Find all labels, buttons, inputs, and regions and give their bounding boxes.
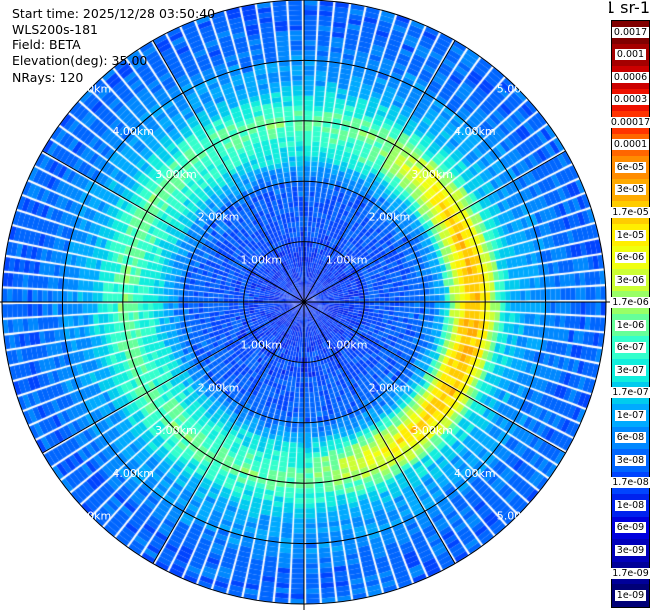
- azimuth-line: [42, 150, 305, 303]
- colorbar-tick-label: 0.0003: [611, 94, 650, 106]
- azimuth-line: [152, 301, 305, 564]
- colorbar-swatch: 0.0001: [611, 133, 650, 157]
- azimuth-line: [303, 40, 456, 303]
- range-ring-label: 4.00km: [112, 467, 154, 480]
- range-ring-label: 5.00km: [497, 82, 539, 95]
- colorbar-tick-label: 0.0017: [611, 26, 650, 38]
- colorbar-tick-label: 1e-06: [614, 319, 647, 331]
- colorbar-tick-label: 1.7e-05: [610, 207, 650, 219]
- range-ring-label: 5.00km: [497, 510, 539, 523]
- azimuth-line: [303, 150, 566, 303]
- colorbar-swatch: 6e-07: [612, 336, 649, 359]
- range-ring-label: 2.00km: [198, 381, 240, 394]
- field-label: Field: BETA: [12, 37, 81, 52]
- colorbar-tick-label: 1e-07: [614, 409, 647, 421]
- colorbar-tick-label: 0.0006: [611, 71, 650, 83]
- colorbar-swatch: 1.7e-09: [610, 561, 650, 585]
- colorbar: 0.0017 0.001 0.0006 0.0003 0.00017 0.0001 6e-0…: [608, 20, 650, 608]
- colorbar-swatch: 0.00017: [608, 111, 650, 134]
- colorbar-swatch: 3e-06: [612, 268, 649, 292]
- colorbar-swatch: 1e-09: [612, 584, 649, 607]
- range-ring-label: 3.00km: [155, 168, 197, 181]
- colorbar-tick-label: 0.001: [614, 49, 647, 61]
- colorbar-tick-label: 0.00017: [608, 116, 650, 128]
- colorbar-tick-label: 1.7e-09: [610, 567, 650, 579]
- colorbar-swatch: 1.7e-07: [610, 381, 650, 405]
- colorbar-tick-label: 1.7e-07: [610, 387, 650, 399]
- range-ring-label: 3.00km: [411, 168, 453, 181]
- colorbar-swatch: 0.0003: [611, 88, 650, 112]
- colorbar-swatch: 0.0017: [611, 21, 650, 44]
- colorbar-tick-label: 1e-09: [614, 590, 647, 602]
- colorbar-tick-label: 3e-09: [614, 544, 647, 556]
- range-ring-label: 4.00km: [454, 125, 496, 138]
- range-ring-label: 3.00km: [411, 424, 453, 437]
- colorbar-swatch: 1e-08: [612, 494, 649, 517]
- colorbar-swatch: 1e-05: [612, 223, 649, 247]
- colorbar-tick-label: 0.0001: [611, 139, 650, 151]
- azimuth-line: [152, 40, 305, 303]
- colorbar-swatch: 3e-05: [612, 178, 649, 202]
- colorbar-swatch: 3e-08: [612, 449, 649, 472]
- colorbar-title: m-1 sr-1: [609, 0, 650, 17]
- colorbar-tick-label: 1e-08: [614, 499, 647, 511]
- range-ring-label: 2.00km: [369, 211, 411, 224]
- colorbar-tick-label: 1e-05: [614, 229, 647, 241]
- colorbar-swatch: 6e-08: [612, 426, 649, 450]
- colorbar-swatch: 6e-09: [612, 516, 649, 540]
- azimuth-line: [303, 301, 456, 564]
- range-ring-label: 5.00km: [70, 82, 112, 95]
- colorbar-swatch: 1e-07: [612, 404, 649, 427]
- colorbar-tick-label: 1.7e-08: [610, 477, 650, 489]
- colorbar-swatch: 1e-06: [612, 313, 649, 337]
- colorbar-tick-label: 3e-05: [614, 184, 647, 196]
- start-time-label: Start time: 2025/12/28 03:50:40: [12, 6, 216, 21]
- colorbar-swatch: 6e-05: [612, 156, 649, 179]
- colorbar-swatch: 6e-06: [612, 246, 649, 269]
- colorbar-tick-label: 3e-08: [614, 454, 647, 466]
- colorbar-swatch: 1.7e-05: [610, 201, 650, 224]
- nrays-label: NRays: 120: [12, 70, 84, 85]
- colorbar-tick-label: 6e-05: [614, 161, 647, 173]
- colorbar-tick-label: 1.7e-06: [610, 297, 650, 309]
- instrument-label: WLS200s-181: [12, 22, 98, 37]
- colorbar-tick-label: 6e-08: [614, 432, 647, 444]
- range-ring-label: 1.00km: [241, 339, 283, 352]
- colorbar-tick-label: 6e-07: [614, 342, 647, 354]
- range-ring-label: 1.00km: [326, 339, 368, 352]
- range-ring-label: 2.00km: [369, 381, 411, 394]
- colorbar-swatch: 0.0006: [611, 66, 650, 89]
- range-ring-label: 5.00km: [70, 510, 112, 523]
- range-ring-label: 3.00km: [155, 424, 197, 437]
- azimuth-line: [42, 301, 305, 454]
- colorbar-tick-label: 6e-06: [614, 252, 647, 264]
- colorbar-swatch: 0.001: [612, 43, 649, 67]
- colorbar-swatch: 3e-09: [612, 539, 649, 562]
- range-ring-label: 4.00km: [454, 467, 496, 480]
- range-ring-label: 1.00km: [241, 253, 283, 266]
- colorbar-tick-label: 3e-07: [614, 364, 647, 376]
- colorbar-tick-label: 3e-06: [614, 274, 647, 286]
- colorbar-tick-label: 6e-09: [614, 522, 647, 534]
- range-ring-label: 4.00km: [112, 125, 154, 138]
- range-ring-label: 2.00km: [198, 211, 240, 224]
- range-ring-label: 1.00km: [326, 253, 368, 266]
- colorbar-swatch: 1.7e-08: [610, 471, 650, 495]
- elevation-label: Elevation(deg): 35.00: [12, 53, 148, 68]
- azimuth-line: [303, 301, 566, 454]
- colorbar-swatch: 1.7e-06: [610, 291, 650, 314]
- colorbar-swatch: 3e-07: [612, 358, 649, 382]
